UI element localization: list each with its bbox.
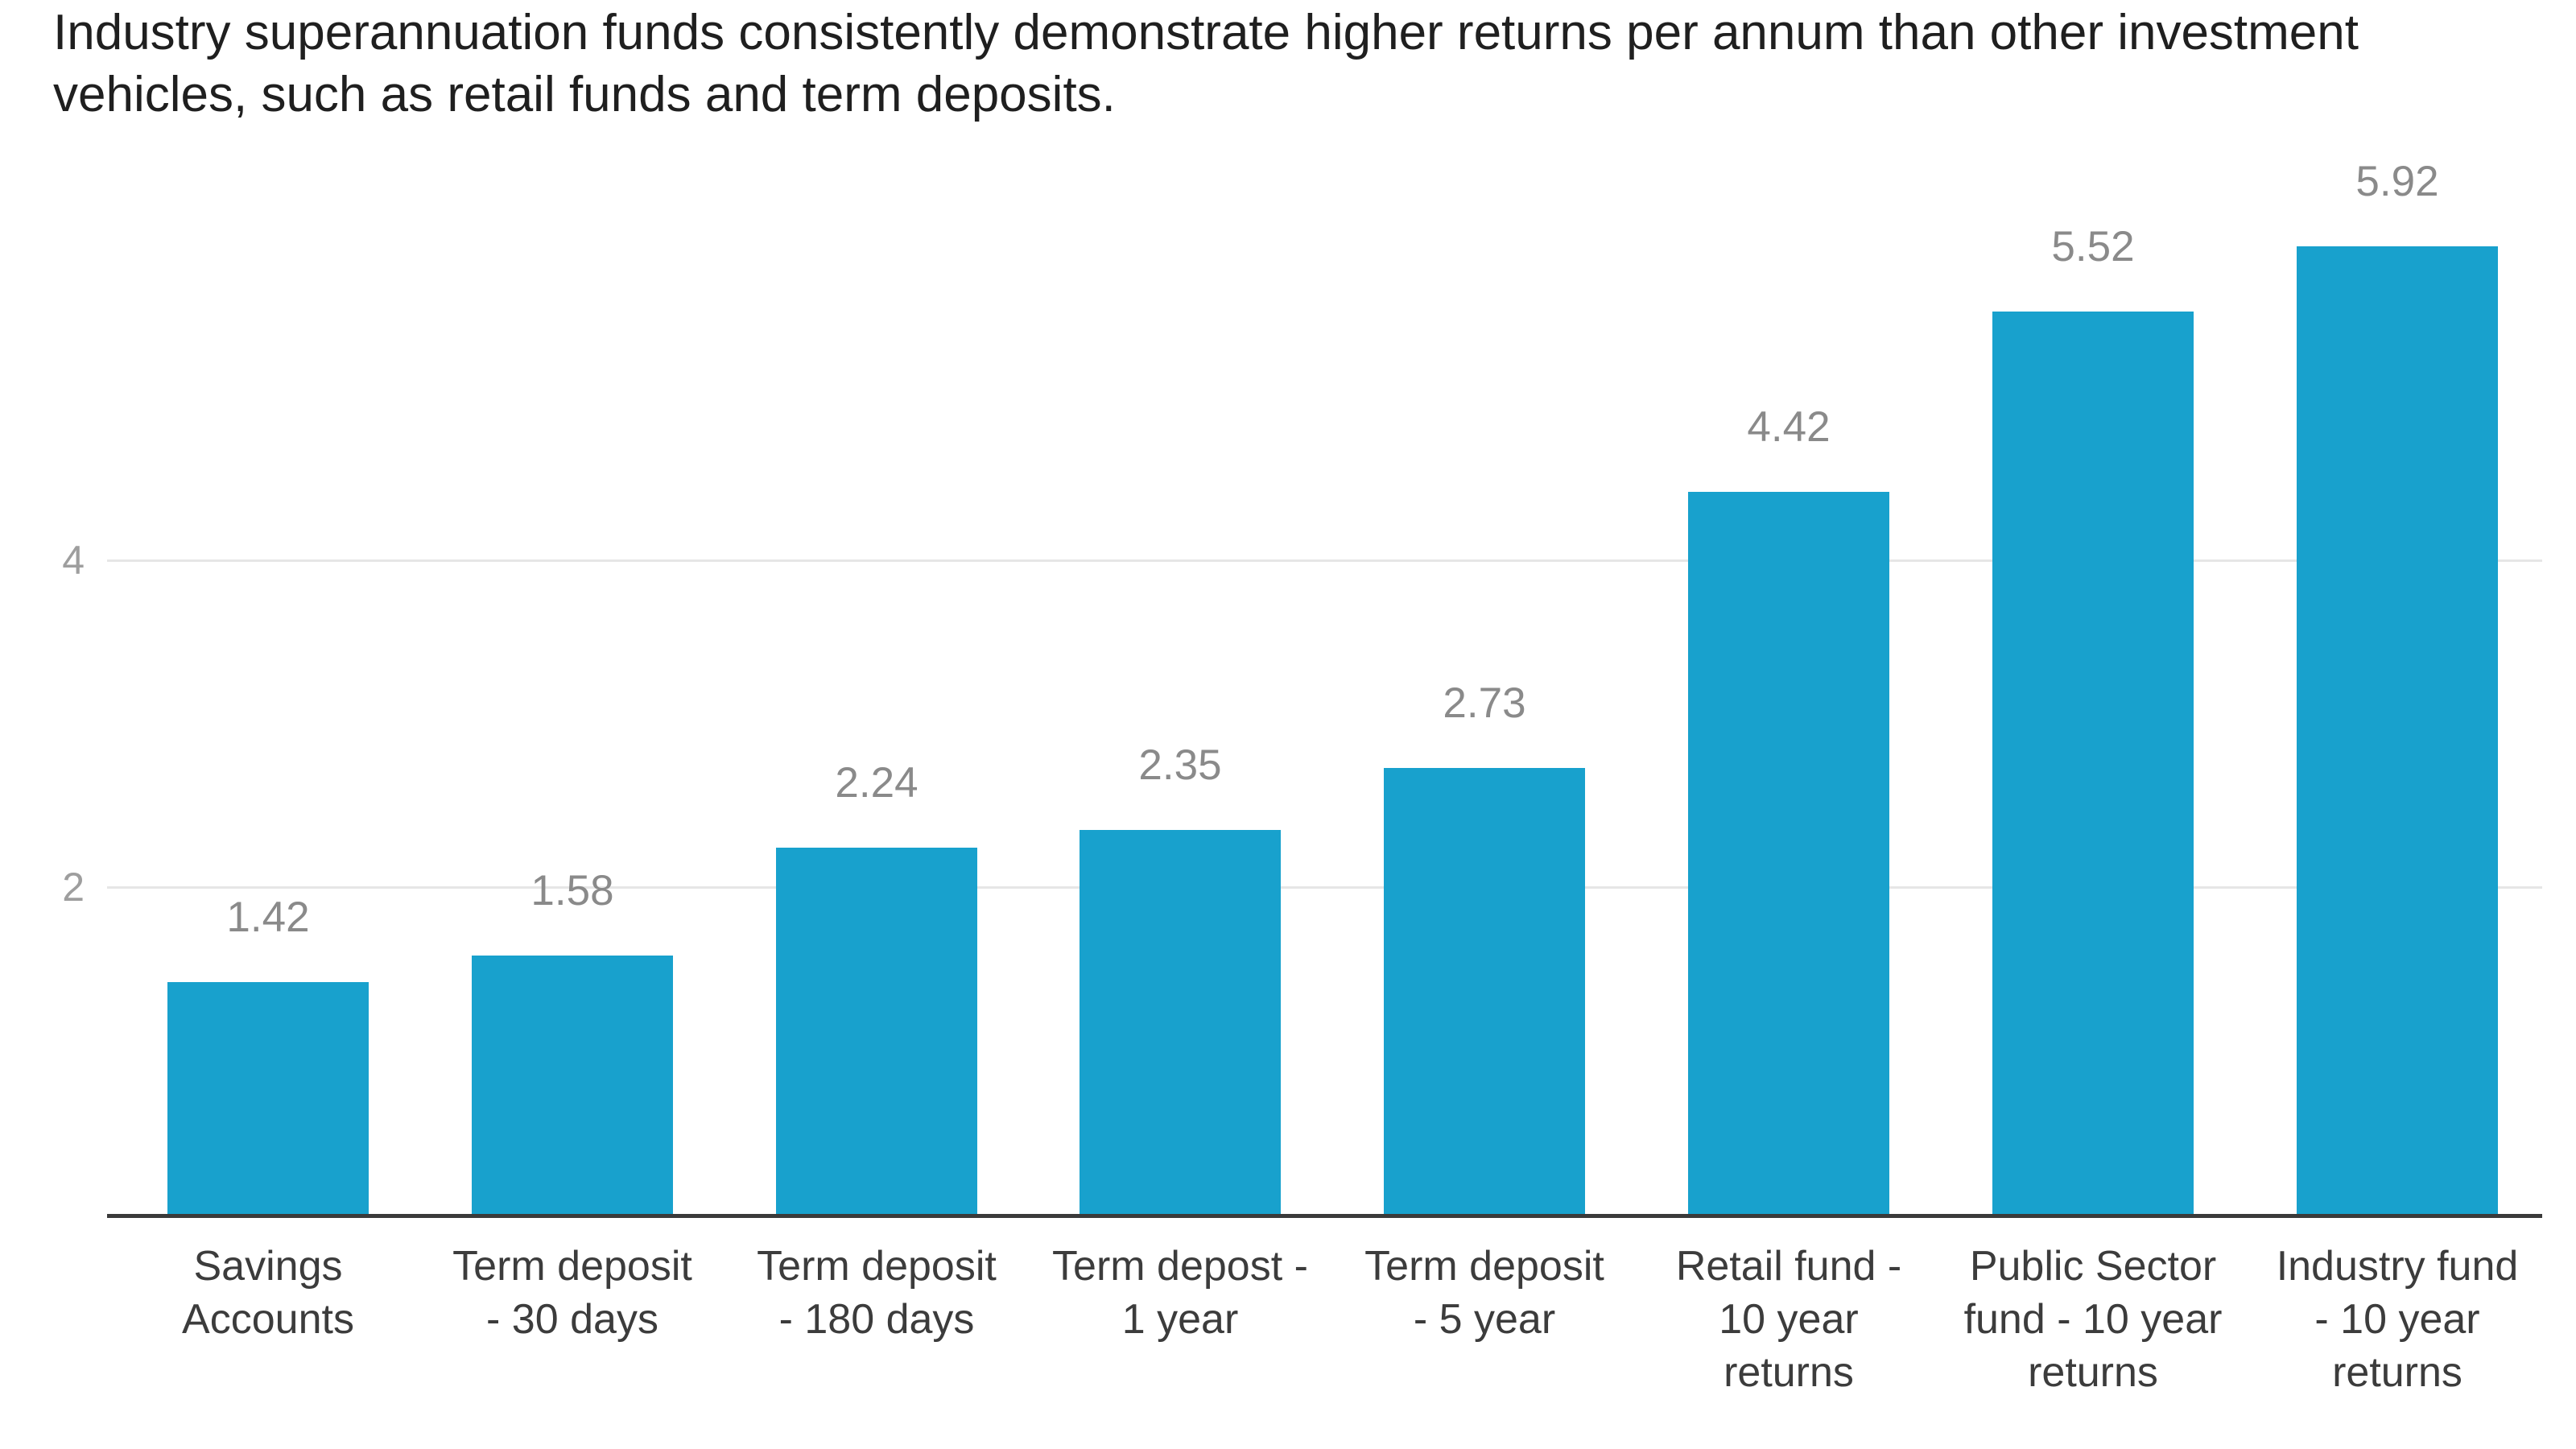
category-label-line: - 180 days bbox=[778, 1296, 975, 1343]
bar-value-label: 2.24 bbox=[835, 759, 919, 807]
category-label-line: Retail fund - bbox=[1675, 1243, 1902, 1290]
category-label: Term depost - 1 year bbox=[1031, 1240, 1329, 1346]
category-label: Industry fund - 10 year returns bbox=[2248, 1240, 2546, 1399]
category-label-line: - 30 days bbox=[486, 1296, 658, 1343]
bar-value-label: 1.58 bbox=[530, 867, 614, 914]
category-label-line: - 5 year bbox=[1413, 1296, 1556, 1343]
y-axis-tick-label: 2 bbox=[62, 865, 85, 910]
category-label-line: Term depost - bbox=[1052, 1243, 1308, 1290]
category-label-line: Term deposit bbox=[452, 1243, 692, 1290]
bar-1 bbox=[167, 982, 369, 1214]
category-label-line: Industry fund bbox=[2276, 1243, 2519, 1290]
bar-2 bbox=[472, 956, 673, 1214]
bar-value-label: 1.42 bbox=[226, 894, 310, 941]
y-gridline bbox=[107, 886, 2542, 889]
bar-value-label: 4.42 bbox=[1747, 403, 1831, 451]
chart-title-line-2: vehicles, such as retail funds and term … bbox=[53, 67, 1116, 122]
category-label-line: fund - 10 year bbox=[1963, 1296, 2223, 1343]
category-label-line: - 10 year bbox=[2314, 1296, 2480, 1343]
x-axis-line bbox=[107, 1214, 2542, 1218]
bar-4 bbox=[1080, 830, 1281, 1214]
bar-3 bbox=[776, 848, 977, 1214]
bar-8 bbox=[2297, 246, 2498, 1214]
category-label: Retail fund - 10 year returns bbox=[1640, 1240, 1938, 1399]
category-label-line: returns bbox=[2332, 1349, 2462, 1396]
bar-5 bbox=[1384, 768, 1585, 1214]
bar-value-label: 5.52 bbox=[2051, 223, 2135, 270]
category-label-line: Term deposit bbox=[1364, 1243, 1604, 1290]
category-label-line: 1 year bbox=[1121, 1296, 1239, 1343]
y-gridline bbox=[107, 559, 2542, 562]
category-label-line: Term deposit bbox=[757, 1243, 997, 1290]
bar-7 bbox=[1992, 312, 2194, 1214]
bar-6 bbox=[1688, 492, 1889, 1214]
category-label: Term deposit - 5 year bbox=[1335, 1240, 1633, 1346]
category-label: Public Sector fund - 10 year returns bbox=[1944, 1240, 2242, 1399]
category-label-line: Accounts bbox=[182, 1296, 354, 1343]
category-label: Savings Accounts bbox=[119, 1240, 417, 1346]
chart-title: Industry superannuation funds consistent… bbox=[53, 2, 2359, 126]
category-label-line: returns bbox=[2028, 1349, 2158, 1396]
category-label-line: returns bbox=[1724, 1349, 1854, 1396]
bar-value-label: 5.92 bbox=[2355, 158, 2439, 205]
category-label-line: Savings bbox=[193, 1243, 343, 1290]
category-label: Term deposit - 30 days bbox=[423, 1240, 721, 1346]
y-axis-tick-label: 4 bbox=[62, 538, 85, 583]
bar-value-label: 2.35 bbox=[1138, 741, 1222, 789]
chart-title-line-1: Industry superannuation funds consistent… bbox=[53, 5, 2359, 60]
category-label-line: 10 year bbox=[1719, 1296, 1859, 1343]
category-label: Term deposit - 180 days bbox=[728, 1240, 1026, 1346]
category-label-line: Public Sector bbox=[1969, 1243, 2217, 1290]
bar-value-label: 2.73 bbox=[1443, 679, 1526, 727]
